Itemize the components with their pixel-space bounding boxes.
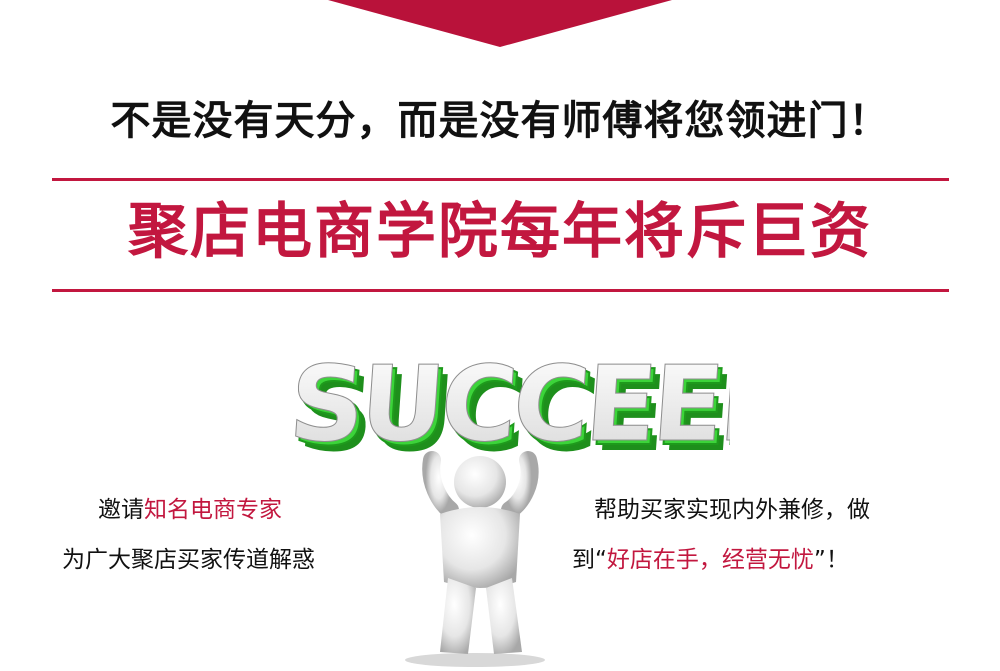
divider-top — [52, 178, 949, 181]
left-text-line-2: 为广大聚店买家传道解惑 — [62, 547, 315, 573]
right-text-highlight: 好店在手，经营无忧 — [606, 547, 814, 573]
succeed-shadow: SUCCEED — [295, 353, 730, 475]
left-text-prefix: 邀请 — [98, 497, 144, 523]
top-banner-shape — [328, 0, 672, 47]
divider-bottom — [52, 289, 949, 292]
right-text-prefix: 到“ — [572, 547, 607, 573]
left-text-line-1: 邀请知名电商专家 — [98, 496, 282, 524]
page-headline: 不是没有天分，而是没有师傅将您领进门！ — [110, 98, 890, 144]
succeed-word: SUCCEED — [290, 347, 730, 469]
right-text-line-2: 到“好店在手，经营无忧”！ — [572, 546, 849, 574]
left-text-highlight: 知名电商专家 — [144, 497, 282, 523]
right-text-suffix: ”！ — [813, 547, 849, 573]
figure-holding-succeed-icon: SUCCEED SUCCEED SUCCEED — [290, 343, 730, 667]
page-subheadline: 聚店电商学院每年将斥巨资 — [128, 197, 872, 267]
succeed-face: SUCCEED — [290, 343, 730, 465]
right-text-line-1: 帮助买家实现内外兼修，做 — [594, 497, 870, 523]
